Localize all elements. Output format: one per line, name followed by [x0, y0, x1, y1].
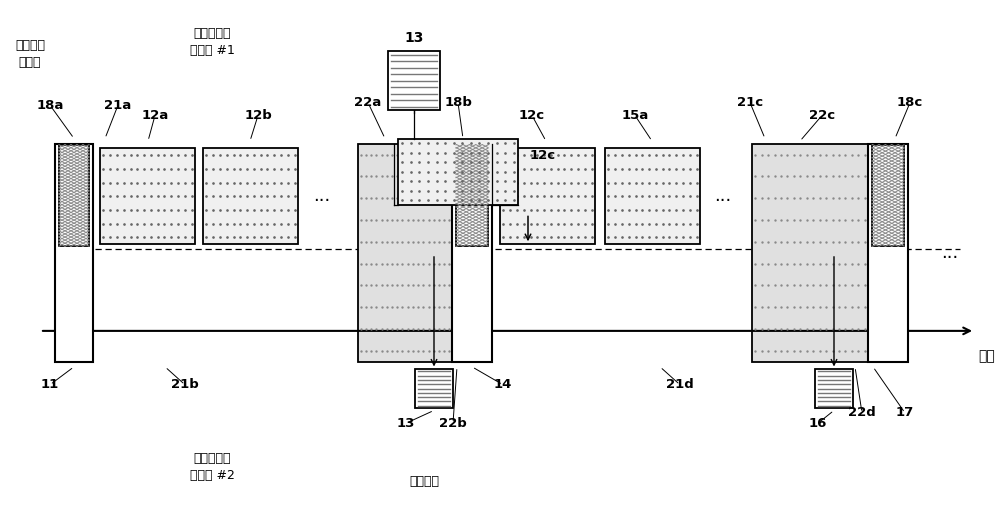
Bar: [868, 144, 908, 362]
Text: ...: ...: [941, 244, 959, 262]
Text: 非优先数据
用时隙 #2: 非优先数据 用时隙 #2: [190, 452, 235, 482]
Bar: [398, 139, 518, 205]
Bar: [456, 145, 488, 246]
Text: 17: 17: [896, 406, 914, 420]
Text: 保护频带: 保护频带: [409, 475, 439, 488]
Text: 22d: 22d: [848, 406, 876, 420]
Text: 12c: 12c: [530, 149, 556, 162]
Text: ...: ...: [714, 187, 732, 205]
Bar: [358, 144, 452, 362]
Text: 22b: 22b: [439, 417, 467, 430]
Bar: [872, 145, 904, 246]
Text: 22a: 22a: [354, 96, 382, 109]
Text: 18a: 18a: [36, 98, 64, 112]
Bar: [100, 148, 195, 244]
Text: 15a: 15a: [621, 109, 649, 122]
Text: 12c: 12c: [519, 109, 545, 122]
Bar: [500, 148, 595, 244]
Text: 非优先数据
用时隙 #1: 非优先数据 用时隙 #1: [190, 27, 235, 57]
Text: 16: 16: [809, 417, 827, 430]
Text: 12a: 12a: [141, 109, 169, 122]
Text: 时间: 时间: [978, 349, 995, 364]
Text: 优先数据
用时隙: 优先数据 用时隙: [15, 39, 45, 69]
Bar: [55, 144, 93, 362]
Text: ...: ...: [313, 187, 331, 205]
Text: 11: 11: [41, 378, 59, 391]
Bar: [388, 51, 440, 110]
Text: 21a: 21a: [104, 98, 132, 112]
Bar: [203, 148, 298, 244]
Bar: [815, 369, 853, 408]
Bar: [452, 144, 492, 362]
Text: 12b: 12b: [244, 109, 272, 122]
Text: 13: 13: [397, 417, 415, 430]
Bar: [752, 144, 868, 362]
Bar: [415, 369, 453, 408]
Text: 14: 14: [494, 378, 512, 391]
Text: 21b: 21b: [171, 378, 199, 391]
Text: 21c: 21c: [737, 96, 763, 109]
Bar: [605, 148, 700, 244]
Text: 18c: 18c: [897, 96, 923, 109]
Text: 13: 13: [404, 31, 424, 45]
Text: 18b: 18b: [444, 96, 472, 109]
Text: 22c: 22c: [809, 109, 835, 122]
Bar: [59, 145, 89, 246]
Text: 21d: 21d: [666, 378, 694, 391]
